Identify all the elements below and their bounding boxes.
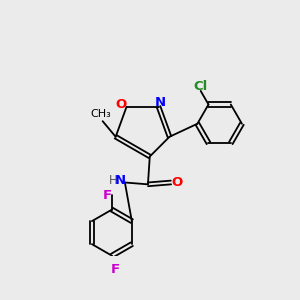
Text: O: O xyxy=(116,98,127,111)
Text: N: N xyxy=(155,96,166,109)
Text: F: F xyxy=(111,263,120,276)
Text: Cl: Cl xyxy=(194,80,208,93)
Text: O: O xyxy=(171,176,182,189)
Text: F: F xyxy=(103,189,112,202)
Text: H: H xyxy=(109,174,117,187)
Text: N: N xyxy=(115,174,126,187)
Text: CH₃: CH₃ xyxy=(90,110,111,119)
